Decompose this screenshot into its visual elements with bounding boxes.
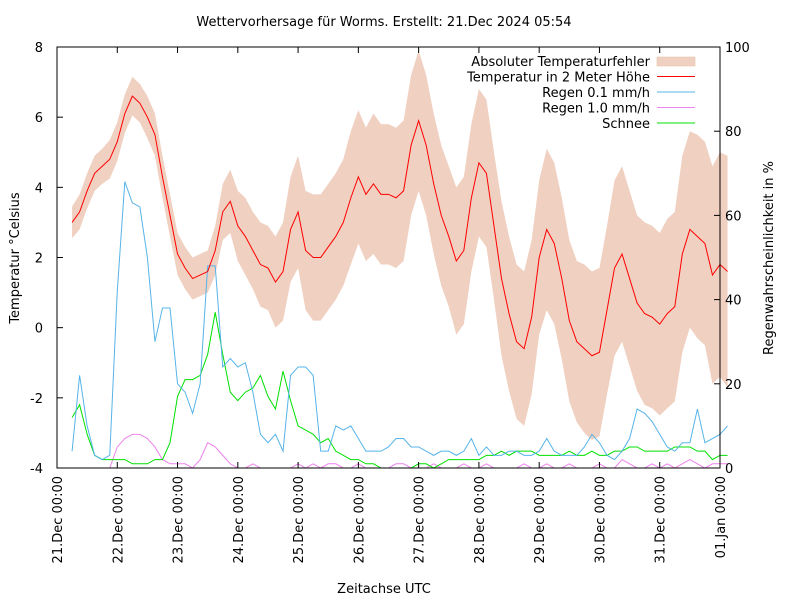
- x-tick-label: 22.Dec 00:00: [111, 476, 126, 563]
- legend-item: Temperatur in 2 Meter Höhe: [466, 71, 695, 86]
- chart-title: Wettervorhersage für Worms. Erstellt: 21…: [196, 15, 571, 30]
- x-tick-label: 26.Dec 00:00: [352, 476, 367, 563]
- x-tick-label: 23.Dec 00:00: [172, 476, 187, 563]
- temperature-series: [71, 95, 728, 357]
- x-axis-label: Zeitachse UTC: [337, 582, 431, 597]
- temperature-error-band-layer: [72, 50, 728, 440]
- y-axis-ticks: -4 -2 0 2 4 6 8: [30, 41, 63, 477]
- legend-label: Temperatur in 2 Meter Höhe: [466, 71, 650, 86]
- legend-label: Schnee: [602, 117, 650, 132]
- y-tick-label: 0: [35, 322, 43, 337]
- regen-1-0-line: [72, 433, 728, 469]
- x-tick-label: 21.Dec 00:00: [51, 476, 66, 563]
- x-tick-label: 25.Dec 00:00: [292, 476, 307, 563]
- y-tick-label: 2: [35, 252, 43, 267]
- y2-tick-label: 20: [725, 378, 742, 393]
- y2-tick-label: 100: [725, 41, 750, 56]
- y-tick-label: 6: [35, 111, 43, 126]
- regen-0-1-line: [71, 181, 728, 461]
- legend-label: Absoluter Temperaturfehler: [471, 55, 650, 70]
- legend-item: Schnee: [602, 117, 695, 132]
- y2-axis-label: Regenwahrscheinlichkeit in %: [762, 161, 777, 355]
- y-tick-label: 8: [35, 41, 43, 56]
- x-tick-label: 30.Dec 00:00: [593, 476, 608, 563]
- legend-item: Regen 0.1 mm/h: [542, 86, 695, 101]
- legend-label: Regen 1.0 mm/h: [542, 102, 650, 117]
- y2-axis-ticks: 0 20 40 60 80 100: [714, 41, 750, 477]
- y2-tick-label: 80: [725, 125, 742, 140]
- legend-item: Absoluter Temperaturfehler: [471, 55, 696, 70]
- x-tick-label: 24.Dec 00:00: [232, 476, 247, 563]
- x-tick-label: 01.Jan 00:00: [714, 476, 729, 558]
- temperature-error-band: [72, 50, 728, 440]
- y-tick-label: -2: [30, 392, 43, 407]
- x-tick-label: 29.Dec 00:00: [533, 476, 548, 563]
- regen-1-0-series: [72, 433, 728, 469]
- y-axis-label: Temperatur °Celsius: [8, 192, 23, 325]
- temperature-line: [71, 95, 728, 357]
- legend-item: Regen 1.0 mm/h: [542, 102, 695, 117]
- y2-tick-label: 60: [725, 209, 742, 224]
- x-tick-label: 27.Dec 00:00: [413, 476, 428, 563]
- legend-label: Regen 0.1 mm/h: [542, 86, 650, 101]
- regen-0-1-series: [71, 181, 728, 461]
- y2-tick-label: 40: [725, 294, 742, 309]
- legend-swatch: [656, 56, 696, 67]
- x-tick-label: 31.Dec 00:00: [654, 476, 669, 563]
- y-tick-label: 4: [35, 181, 43, 196]
- y-tick-label: -4: [30, 462, 43, 477]
- x-axis-ticks: 21.Dec 00:00 22.Dec 00:00 23.Dec 00:00 24.D…: [51, 47, 729, 563]
- x-tick-label: 28.Dec 00:00: [473, 476, 488, 563]
- y2-tick-label: 0: [725, 462, 733, 477]
